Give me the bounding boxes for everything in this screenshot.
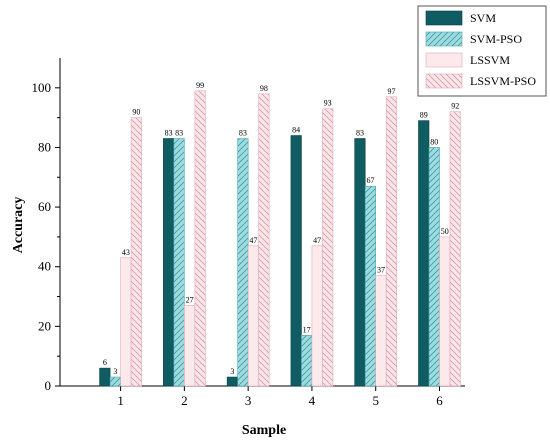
legend: SVM SVM-PSO LSSVM LSSVM-PSO (417, 5, 547, 97)
y-tick-label: 20 (38, 318, 51, 333)
legend-label-lssvm-pso: LSSVM-PSO (470, 74, 536, 88)
bar-lssvm-pso-2 (194, 90, 206, 387)
bar-svm-pso-1 (109, 376, 121, 387)
bar-svm-pso-4 (301, 335, 313, 387)
bar-svm-2 (163, 138, 175, 387)
data-label: 47 (249, 236, 257, 245)
data-label: 6 (103, 358, 107, 367)
y-tick-label: 60 (38, 199, 51, 214)
bar-lssvm-4 (311, 245, 323, 387)
data-label: 97 (387, 87, 395, 96)
data-label: 47 (313, 236, 321, 245)
bar-svm-4 (290, 135, 302, 387)
data-label: 84 (292, 126, 300, 135)
bar-lssvm-2 (184, 305, 196, 387)
y-tick-label: 0 (45, 378, 52, 393)
legend-label-svm: SVM (470, 11, 496, 25)
x-tick-label: 3 (245, 393, 252, 408)
x-tick-label: 4 (309, 393, 316, 408)
x-tick-label: 1 (117, 393, 124, 408)
data-label: 37 (377, 266, 385, 275)
bar-svm-1 (99, 367, 111, 387)
y-tick-label: 80 (38, 139, 51, 154)
data-label: 83 (239, 129, 247, 138)
data-label: 3 (230, 367, 234, 376)
bar-lssvm-6 (439, 236, 451, 387)
bar-lssvm-3 (247, 245, 259, 387)
bar-svm-pso-2 (173, 138, 185, 387)
data-label: 80 (430, 137, 438, 146)
y-tick-label: 40 (38, 259, 51, 274)
bar-svm-pso-6 (428, 147, 440, 387)
data-label: 92 (451, 102, 459, 111)
legend-label-lssvm: LSSVM (470, 53, 510, 67)
bar-svm-pso-3 (237, 138, 249, 387)
data-label: 83 (165, 129, 173, 138)
data-label: 93 (324, 99, 332, 108)
data-label: 83 (175, 129, 183, 138)
data-label: 83 (356, 129, 364, 138)
data-label: 89 (420, 111, 428, 120)
x-tick-label: 2 (181, 393, 188, 408)
x-tick-label: 6 (436, 393, 443, 408)
bar-lssvm-pso-1 (130, 117, 142, 387)
legend-swatch-lssvm-pso (425, 73, 463, 89)
y-axis-label: Accuracy (11, 197, 26, 254)
data-label: 43 (122, 248, 130, 257)
bar-lssvm-pso-5 (385, 96, 398, 387)
data-label: 3 (113, 367, 117, 376)
bar-lssvm-1 (120, 257, 132, 387)
bar-lssvm-pso-4 (322, 108, 334, 387)
data-label: 67 (366, 176, 374, 185)
data-label: 98 (260, 84, 268, 93)
legend-label-svm-pso: SVM-PSO (470, 32, 522, 46)
legend-swatch-svm-pso (425, 31, 463, 47)
x-axis-label: Sample (242, 423, 286, 438)
legend-swatch-lssvm (425, 52, 463, 68)
data-label: 90 (132, 108, 140, 117)
data-label: 99 (196, 81, 204, 90)
data-label: 27 (186, 295, 194, 304)
legend-swatch-svm (425, 10, 463, 26)
bar-lssvm-pso-3 (258, 93, 270, 387)
bar-lssvm-pso-6 (449, 111, 461, 387)
data-label: 50 (441, 227, 449, 236)
bar-lssvm-5 (375, 275, 387, 387)
bar-svm-6 (418, 120, 430, 387)
bar-svm-pso-5 (364, 185, 377, 387)
x-tick-label: 5 (372, 393, 379, 408)
bar-svm-3 (226, 376, 238, 387)
y-tick-label: 100 (32, 80, 52, 95)
bar-svm-5 (354, 138, 366, 387)
data-label: 17 (303, 325, 311, 334)
